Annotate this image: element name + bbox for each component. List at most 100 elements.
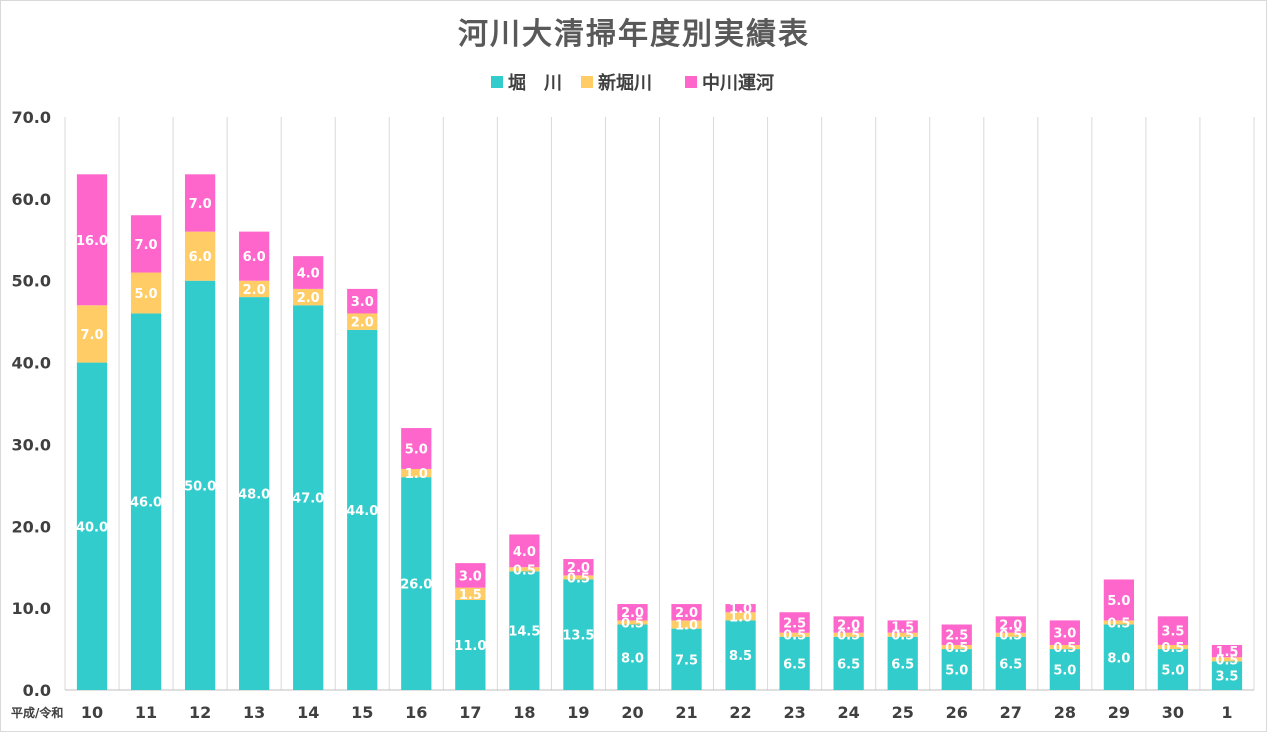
data-label: 40.0: [76, 520, 108, 535]
data-label: 7.0: [135, 238, 158, 253]
data-label: 4.0: [513, 545, 536, 560]
data-label: 3.0: [351, 295, 374, 310]
bar-segment: [76, 362, 108, 690]
data-label: 46.0: [130, 496, 162, 511]
data-label: 6.5: [783, 657, 806, 672]
data-label: 7.0: [189, 197, 212, 212]
bar-segment: [347, 313, 378, 330]
bar-segment: [347, 329, 378, 690]
bar-segment: [941, 644, 972, 650]
data-label: 0.5: [1107, 616, 1130, 631]
x-tick-label: 20: [621, 703, 643, 722]
x-tick-label: 10: [81, 703, 103, 722]
data-label: 44.0: [346, 504, 378, 519]
bar-segment: [184, 280, 216, 690]
data-label: 6.0: [189, 250, 212, 265]
data-label: 8.0: [1107, 651, 1130, 666]
data-label: 0.5: [945, 641, 968, 656]
data-label: 1.0: [729, 602, 752, 617]
data-label: 11.0: [454, 639, 486, 654]
data-label: 26.0: [400, 578, 432, 593]
bar-segment: [1103, 579, 1135, 621]
data-label: 1.5: [1215, 645, 1238, 660]
y-tick-label: 50.0: [12, 272, 51, 291]
data-label: 8.0: [621, 651, 644, 666]
x-tick-label: 25: [892, 703, 914, 722]
data-label: 2.0: [351, 316, 374, 331]
x-tick-label: 28: [1054, 703, 1076, 722]
bar-segment: [509, 567, 540, 572]
data-label: 13.5: [562, 629, 594, 644]
data-label: 1.5: [891, 621, 914, 636]
data-label: 2.0: [297, 291, 320, 306]
bar-segment: [239, 297, 270, 690]
bar-segment: [293, 288, 324, 306]
bar-segment: [401, 428, 432, 469]
data-labels: 40.0 7.0 16.0 46.0 5.0 7.0 50.0 6.0 7.0 48.0 2.0 6.…: [76, 197, 1239, 685]
data-label: 0.5: [783, 629, 806, 644]
bar-segment: [184, 174, 216, 232]
data-label: 3.0: [459, 569, 482, 584]
x-tick-label: 1: [1221, 703, 1232, 722]
data-label: 6.5: [999, 657, 1022, 672]
data-label: 7.5: [675, 653, 698, 668]
bar-segment: [509, 571, 540, 690]
data-label: 0.5: [567, 571, 590, 586]
legend: 堀 川 新堀川 中川運河: [491, 72, 774, 94]
bar-segment: [1211, 657, 1243, 662]
data-label: 14.5: [508, 625, 540, 640]
data-label: 2.0: [675, 606, 698, 621]
bar-segment: [617, 620, 648, 625]
legend-label: 中川運河: [702, 72, 774, 94]
data-label: 47.0: [292, 492, 324, 507]
data-label: 2.5: [783, 616, 806, 631]
legend-swatch: [581, 76, 593, 88]
bar-segment: [1103, 624, 1135, 690]
data-label: 0.5: [513, 563, 536, 578]
data-label: 5.0: [405, 443, 428, 458]
x-tick-label: 13: [243, 703, 265, 722]
bar-segment: [509, 534, 540, 568]
data-label: 8.5: [729, 649, 752, 664]
data-label: 16.0: [76, 234, 108, 249]
bar-segment: [779, 632, 810, 637]
y-tick-label: 10.0: [12, 599, 51, 618]
legend-swatch: [685, 76, 697, 88]
legend-swatch: [491, 76, 503, 88]
y-tick-label: 20.0: [12, 517, 51, 536]
bar-segment: [995, 616, 1026, 633]
bar-segment: [455, 599, 486, 690]
bar-segment: [779, 636, 810, 690]
bar-segment: [76, 174, 108, 306]
data-label: 0.5: [837, 629, 860, 644]
data-label: 2.0: [621, 606, 644, 621]
bar-segment: [833, 632, 864, 637]
bar-segment: [995, 632, 1026, 637]
data-label: 7.0: [81, 328, 104, 343]
y-axis: 0.0 10.0 20.0 30.0 40.0 50.0 60.0 70.0: [12, 108, 51, 700]
x-tick-label: 16: [405, 703, 427, 722]
x-tick-label: 12: [189, 703, 211, 722]
x-tick-label: 23: [783, 703, 805, 722]
data-label: 6.5: [837, 657, 860, 672]
x-tick-label: 21: [675, 703, 697, 722]
data-label: 0.5: [999, 629, 1022, 644]
data-label: 0.5: [1215, 653, 1238, 668]
data-label: 6.0: [243, 250, 266, 265]
x-tick-label: 29: [1108, 703, 1130, 722]
chart-title: 河川大清掃年度別実績表: [458, 17, 810, 52]
data-label: 6.5: [891, 657, 914, 672]
bar-segment: [293, 256, 324, 289]
bar-segment: [1049, 644, 1080, 650]
x-tick-label: 19: [567, 703, 589, 722]
x-tick-label: 26: [946, 703, 968, 722]
bar-segment: [1211, 661, 1243, 690]
bar-segment: [401, 468, 432, 478]
bar-segment: [239, 280, 270, 298]
data-label: 5.0: [135, 287, 158, 302]
data-label: 2.0: [999, 619, 1022, 634]
data-label: 3.5: [1161, 625, 1184, 640]
bar-segment: [184, 231, 216, 281]
data-label: 5.0: [1161, 664, 1184, 679]
y-tick-label: 40.0: [12, 354, 51, 373]
